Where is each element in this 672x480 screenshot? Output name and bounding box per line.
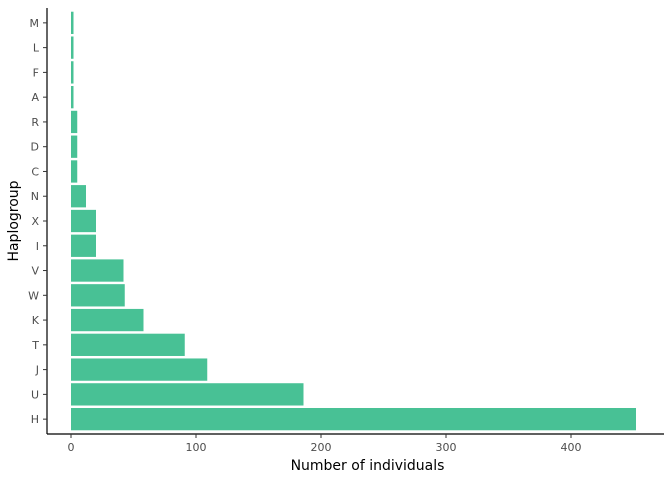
y-tick-label-T: T [31,339,39,352]
x-ticks: 0 100 200 300 400 [68,434,582,454]
y-tick-label-R: R [31,116,39,129]
y-tick-label-F: F [33,66,39,79]
bar-L [71,36,74,59]
bar-R [71,110,78,134]
y-tick-label-K: K [32,314,40,327]
bars-layer [71,11,636,431]
y-tick-label-D: D [31,141,39,154]
bar-K [71,308,144,332]
bar-D [71,135,78,158]
y-tick-label-A: A [31,91,39,104]
x-tick-label-100: 100 [186,441,207,454]
bar-W [71,284,125,307]
y-tick-label-I: I [36,240,39,253]
y-tick-label-C: C [31,165,39,178]
y-tick-label-X: X [31,215,39,228]
y-axis-title: Haplogroup [6,180,22,261]
bar-A [71,86,74,109]
bar-H [71,407,636,431]
y-tick-label-J: J [35,364,39,377]
bar-F [71,61,74,84]
bar-V [71,259,124,282]
y-tick-label-U: U [31,388,39,401]
bar-N [71,185,86,208]
y-tick-label-N: N [31,190,39,203]
bar-J [71,358,208,381]
bar-C [71,160,78,183]
y-tick-label-L: L [33,42,40,55]
y-tick-label-V: V [31,265,39,278]
x-tick-label-0: 0 [68,441,75,454]
bar-I [71,234,96,257]
bar-M [71,11,74,35]
y-tick-label-W: W [28,289,39,302]
y-tick-label-M: M [30,17,40,30]
bar-U [71,383,304,406]
x-tick-label-300: 300 [436,441,457,454]
x-axis-title: Number of individuals [291,458,445,474]
x-tick-label-400: 400 [561,441,582,454]
x-tick-label-200: 200 [311,441,332,454]
bar-T [71,333,185,356]
y-tick-label-H: H [31,413,39,426]
bar-X [71,209,96,233]
